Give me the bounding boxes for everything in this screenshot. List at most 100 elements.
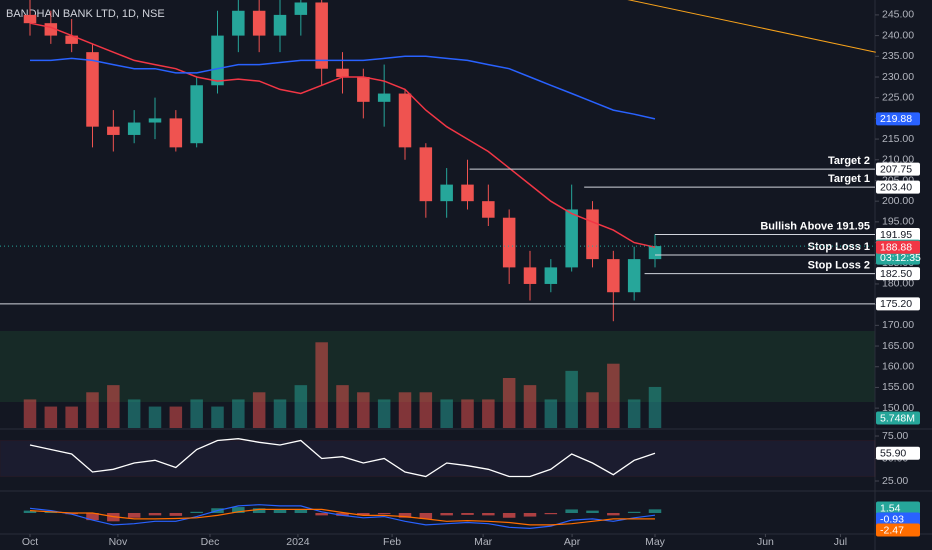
y-tick-label: 195.00 (882, 216, 914, 228)
volume-bar (482, 399, 495, 428)
candle-body (482, 201, 495, 218)
macd-tag: -0.93 (880, 513, 904, 525)
ma-tag: 188.88 (880, 241, 912, 253)
macd-hist (502, 513, 516, 518)
macd-hist (607, 513, 620, 516)
volume-bar (86, 392, 99, 428)
candle-body (627, 259, 641, 293)
level-label: Bullish Above 191.95 (760, 220, 870, 232)
y-tick-label: 215.00 (882, 133, 914, 145)
level-tag-box (876, 180, 920, 194)
macd-tag-box (876, 512, 920, 526)
level-tag: 207.75 (880, 163, 912, 175)
macd-hist (586, 510, 599, 513)
macd-hist (523, 513, 537, 517)
volume-tag-box (876, 411, 920, 425)
hist-tag: 1.54 (880, 502, 901, 514)
volume-bar (544, 399, 558, 428)
volume-zone (0, 331, 875, 402)
level-label: Stop Loss 2 (808, 260, 870, 272)
candle-body (127, 122, 141, 135)
level-label: Target 2 (828, 155, 870, 167)
macd-hist (273, 509, 287, 513)
y-tick-label: 240.00 (882, 29, 914, 41)
macd-hist (252, 508, 266, 513)
macd-macd (29, 504, 656, 530)
volume-bar (190, 399, 203, 428)
candle-body (252, 10, 266, 36)
volume-bar (211, 406, 224, 428)
candle-body (607, 259, 620, 293)
y-tick-label: 245.00 (882, 9, 914, 21)
level-tag-box (876, 162, 920, 176)
volume-bar (44, 406, 58, 428)
rsi-band (0, 440, 876, 477)
volume-bar (357, 392, 370, 428)
volume-bar (232, 399, 245, 428)
macd-hist (148, 513, 162, 516)
volume-bar (315, 342, 328, 428)
macd-hist (232, 507, 245, 513)
candle-body (440, 184, 453, 202)
volume-bar (419, 392, 433, 428)
volume-bar (377, 399, 391, 428)
level-tag: 203.40 (880, 181, 912, 193)
x-tick-label: Mar (474, 536, 493, 548)
x-tick-label: Dec (201, 536, 220, 548)
level-tag: 191.95 (880, 229, 912, 241)
rsi-line (29, 438, 656, 478)
candle-body (377, 93, 391, 102)
level-tag-box (876, 267, 920, 281)
volume-bar (523, 385, 537, 428)
candle-body (148, 118, 162, 123)
macd-hist (419, 513, 433, 519)
candle-body (502, 217, 516, 268)
volume-bar (336, 385, 349, 428)
macd-hist (398, 513, 412, 518)
volume-bar (23, 399, 37, 428)
y-tick-label: 170.00 (882, 319, 914, 331)
x-tick-label: Oct (22, 536, 38, 548)
rsi-tag-box (876, 446, 920, 460)
volume-bar (586, 392, 599, 428)
level-tag: 175.20 (880, 298, 912, 310)
y-tick-label: 155.00 (882, 381, 914, 393)
y-tick-label: 200.00 (882, 195, 914, 207)
level-label: Target 1 (828, 173, 870, 185)
rsi-tag: 55.90 (880, 447, 906, 459)
x-tick-label: Jul (834, 536, 847, 548)
candle-body (315, 2, 328, 69)
level-tag-box (876, 297, 920, 311)
macd-hist (565, 509, 578, 513)
candle-body (169, 118, 183, 148)
trendline (627, 0, 876, 53)
macd-hist (86, 513, 99, 521)
macd-hist (23, 510, 37, 513)
ma-tag-box (876, 240, 920, 254)
candle-body (357, 76, 370, 102)
candle-body (419, 147, 433, 202)
y-tick-label: 230.00 (882, 71, 914, 83)
y-tick-label: 150.00 (882, 402, 914, 414)
macd-hist (315, 513, 328, 516)
volume-bar (252, 392, 266, 428)
candle-body (107, 126, 120, 135)
candle-body (211, 35, 224, 86)
volume-bar (65, 406, 78, 428)
hist-tag-box (876, 501, 920, 515)
candle-body (23, 14, 37, 24)
moving-average (29, 22, 656, 248)
volume-bar (607, 363, 620, 428)
ma-tag-box (876, 112, 920, 126)
x-tick-label: 2024 (286, 536, 310, 548)
macd-hist (169, 513, 183, 516)
level-label: Stop Loss 1 (808, 241, 870, 253)
ma-tag: 219.88 (880, 113, 912, 125)
candle-body (544, 267, 558, 284)
volume-bar (169, 406, 183, 428)
candle-body (294, 2, 308, 15)
candle-body (565, 209, 578, 268)
volume-bar (648, 386, 662, 428)
